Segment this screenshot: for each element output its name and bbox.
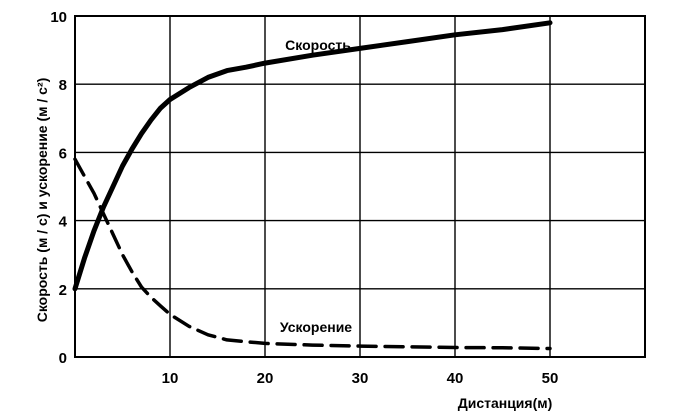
y-tick-label: 6 <box>59 145 67 162</box>
y-axis-label: Скорость (м / с) и ускорение (м / с²) <box>34 78 50 323</box>
x-axis-label: Дистанция(м) <box>458 395 553 411</box>
series-label: Скорость <box>285 37 351 53</box>
x-tick-label: 50 <box>542 370 559 387</box>
x-tick-label: 20 <box>257 370 274 387</box>
y-tick-label: 10 <box>50 9 67 26</box>
series-line-speed <box>72 20 553 292</box>
series-line-acceleration <box>73 157 552 351</box>
series-label: Ускорение <box>280 319 352 335</box>
y-tick-label: 4 <box>59 214 68 231</box>
y-tick-label: 8 <box>59 77 67 94</box>
x-tick-label: 40 <box>447 370 464 387</box>
x-tick-label: 30 <box>352 370 369 387</box>
x-tick-label: 10 <box>162 370 179 387</box>
y-tick-label: 2 <box>59 282 67 299</box>
y-tick-label: 0 <box>59 350 67 367</box>
